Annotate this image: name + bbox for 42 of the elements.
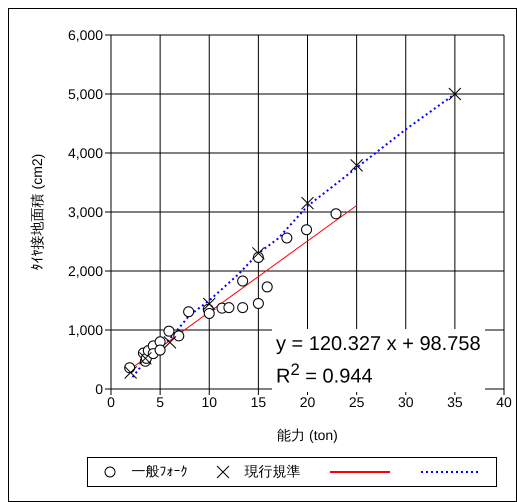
- point: [301, 224, 312, 236]
- x-tick-label: 25: [348, 394, 365, 410]
- y-tick-label: 4,000: [68, 144, 104, 161]
- x-tick-label: 0: [107, 394, 116, 410]
- point: [252, 246, 265, 260]
- point: [173, 330, 184, 342]
- point: [202, 298, 216, 311]
- annotation: y = 120.327 x + 98.758: [276, 332, 481, 357]
- x-tick-label: 10: [201, 394, 218, 410]
- point: [163, 336, 176, 349]
- y-tick-label: 2,000: [68, 262, 104, 279]
- point: [262, 281, 273, 292]
- point: [237, 302, 248, 314]
- legend-label: 一般ﾌｫｰｸ: [132, 463, 188, 481]
- point: [281, 232, 292, 244]
- point: [252, 298, 264, 309]
- x-tick-label: 40: [496, 394, 512, 410]
- y-tick-label: 0: [95, 380, 104, 397]
- point: [448, 88, 462, 100]
- legend-label: 現行規準: [244, 463, 300, 481]
- x-axis-title: 能力 (ton): [277, 427, 338, 443]
- y-tick-label: 5,000: [68, 86, 104, 102]
- x-tick-label: 30: [398, 394, 414, 410]
- x-tick-label: 5: [156, 394, 164, 410]
- point: [163, 326, 174, 337]
- x-tick-label: 20: [300, 394, 316, 410]
- point: [350, 158, 364, 172]
- point: [301, 196, 314, 210]
- point: [124, 366, 138, 379]
- point: [183, 306, 194, 318]
- point: [330, 208, 342, 220]
- y-tick-label: 1,000: [68, 322, 104, 338]
- point: [204, 308, 215, 319]
- x-tick-label: 15: [250, 394, 266, 410]
- point: [223, 302, 234, 314]
- y-tick-label: 3,000: [68, 204, 104, 220]
- annotation: R$^{2}$ = 0.944: [276, 359, 374, 390]
- point: [154, 344, 166, 356]
- point: [237, 276, 248, 287]
- x-tick-label: 35: [447, 394, 463, 410]
- y-tick-label: 6,000: [68, 26, 104, 43]
- y-axis-title: ﾀｲﾔ接地面積 (cm2): [28, 154, 45, 270]
